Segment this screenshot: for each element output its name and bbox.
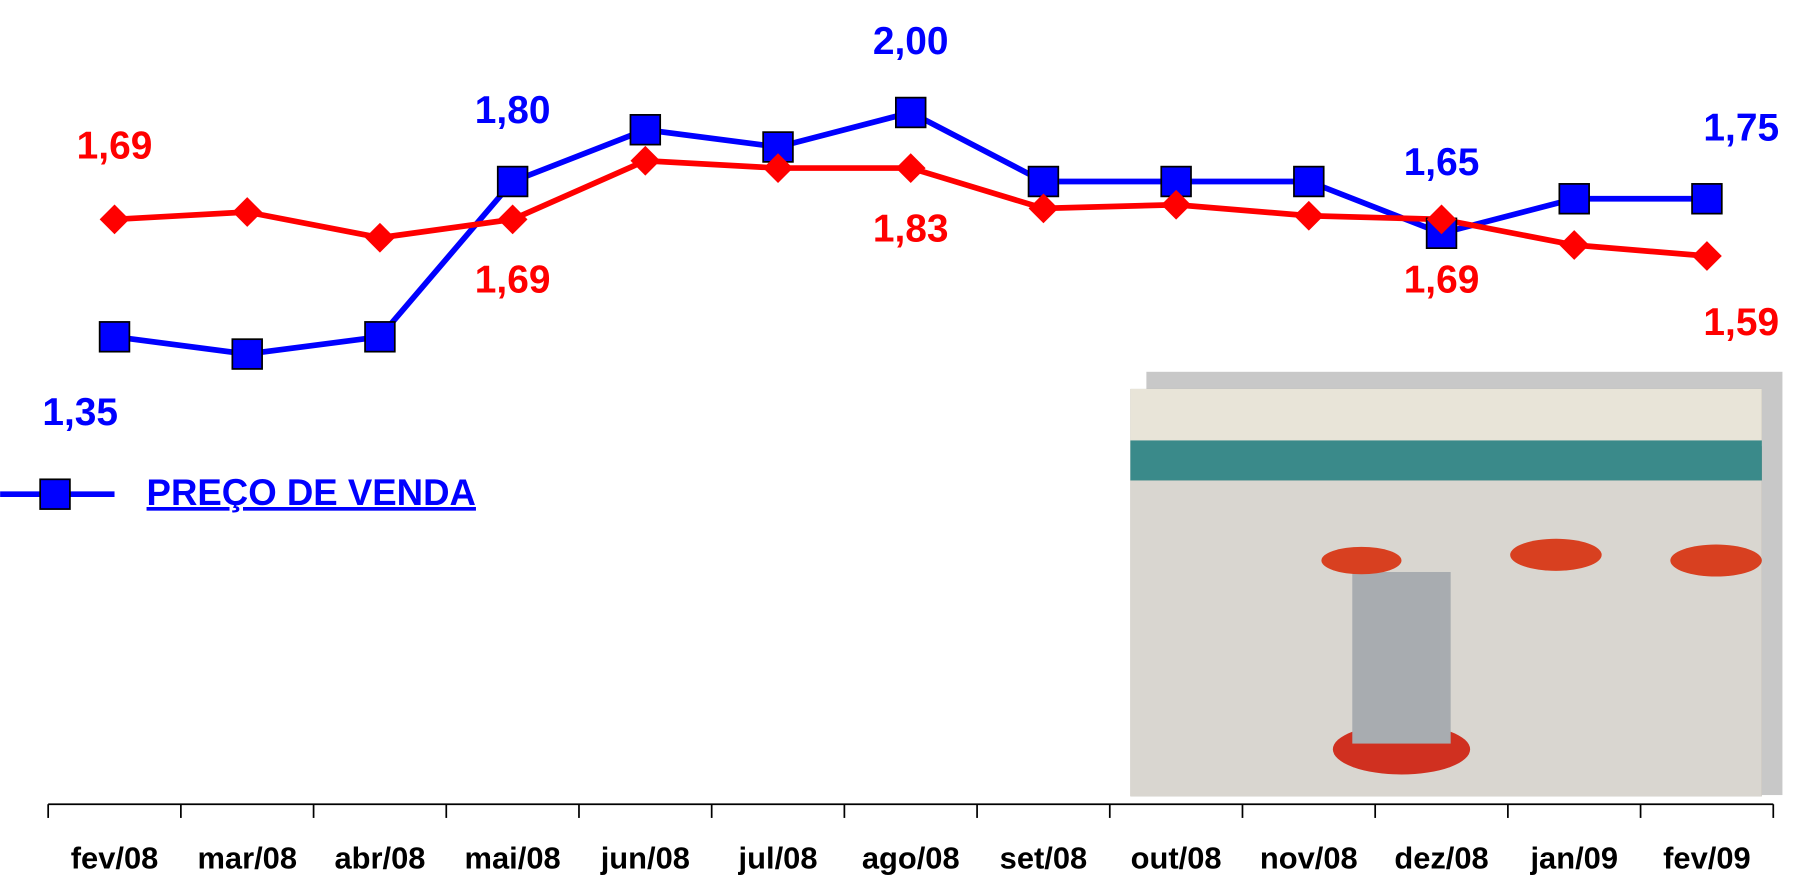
x-tick-label: mar/08 (197, 840, 297, 875)
point (629, 114, 662, 146)
point (232, 197, 263, 227)
data-label: 1,35 (42, 391, 118, 434)
point (1028, 193, 1059, 224)
point (497, 204, 528, 235)
x-tick-label: dez/08 (1394, 840, 1488, 875)
data-label: 1,69 (475, 259, 551, 302)
data-label: 1,59 (1703, 301, 1779, 344)
point (1293, 200, 1324, 231)
point (231, 338, 263, 370)
point (1027, 165, 1060, 198)
point (1426, 204, 1457, 235)
x-tick-label: mai/08 (465, 840, 561, 875)
point (1559, 230, 1590, 260)
point (630, 145, 661, 176)
x-tick-label: fev/08 (71, 840, 159, 875)
data-label: 1,75 (1703, 106, 1779, 149)
data-label: 1,65 (1404, 141, 1480, 184)
point (98, 321, 131, 353)
point (1293, 165, 1325, 198)
data-label: 1,83 (873, 207, 949, 250)
x-tick-label: jan/09 (1529, 840, 1618, 875)
x-tick-label: jul/08 (738, 840, 818, 875)
point (365, 222, 395, 253)
x-tick-label: out/08 (1131, 840, 1222, 875)
x-tick-label: ago/08 (862, 840, 960, 875)
x-tick-label: fev/09 (1663, 840, 1751, 875)
point (1691, 183, 1723, 215)
data-label: 1,69 (77, 125, 153, 168)
legend-marker (39, 478, 71, 510)
data-label: 2,00 (873, 20, 949, 63)
x-tick-label: nov/08 (1260, 840, 1358, 875)
x-tick-label: jun/08 (600, 840, 690, 875)
x-tick-label: abr/08 (334, 840, 425, 875)
photo (1130, 371, 1783, 797)
x-tick-label: set/08 (1000, 840, 1088, 875)
legend-label: PREÇO DE VENDA (147, 472, 476, 513)
data-label: 1,69 (1404, 259, 1480, 302)
point (496, 165, 529, 198)
point (364, 321, 396, 353)
point (895, 153, 926, 183)
data-label: 1,80 (475, 89, 551, 132)
point (1692, 241, 1722, 271)
point (894, 96, 927, 129)
point (99, 204, 130, 235)
point (1558, 183, 1590, 215)
